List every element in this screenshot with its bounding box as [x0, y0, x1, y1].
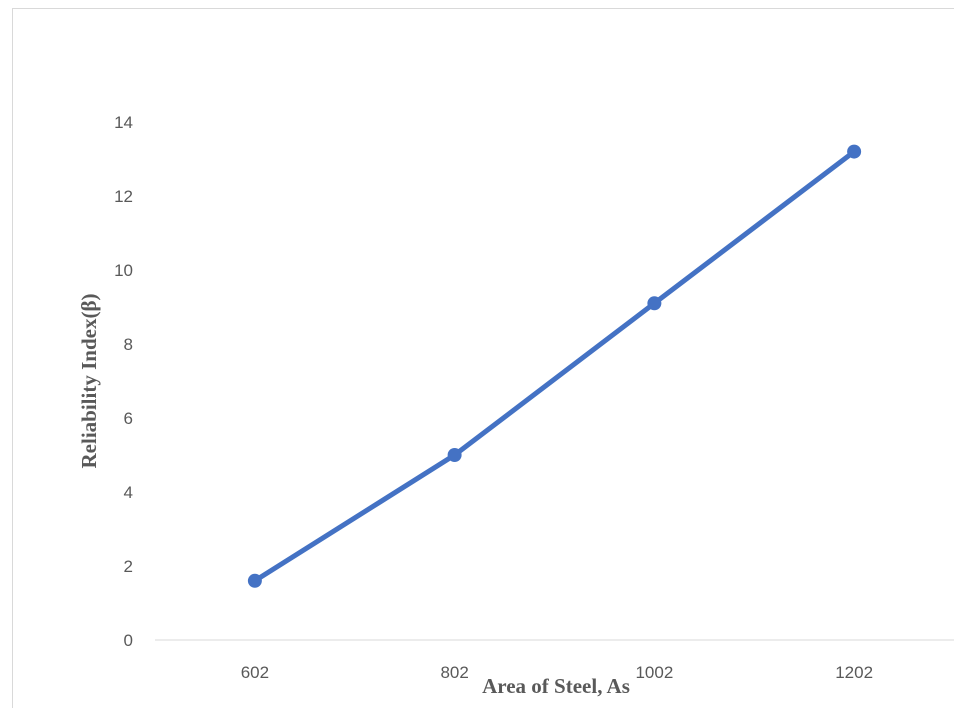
chart-frame — [12, 8, 954, 708]
data-point — [447, 448, 462, 462]
y-tick-label: 6 — [124, 409, 133, 428]
y-tick-label: 4 — [124, 483, 133, 502]
x-tick-label: 602 — [241, 663, 269, 682]
x-axis-ticks: 602 802 1002 1202 — [241, 663, 873, 682]
data-point — [247, 573, 262, 588]
data-point — [847, 144, 862, 159]
y-axis-title: Reliability Index(β) — [77, 294, 101, 469]
y-tick-label: 14 — [114, 113, 133, 132]
x-tick-label: 802 — [440, 663, 468, 682]
y-tick-label: 0 — [124, 631, 133, 650]
x-axis-title: Area of Steel, As — [482, 674, 630, 698]
series-line — [252, 149, 857, 584]
x-tick-label: 1202 — [835, 663, 873, 682]
series-points — [247, 144, 862, 588]
y-tick-label: 2 — [124, 557, 133, 576]
y-axis-ticks: 0 2 4 6 8 10 12 14 — [114, 113, 133, 650]
x-tick-label: 1002 — [635, 663, 673, 682]
y-tick-label: 8 — [124, 335, 133, 354]
data-point — [647, 296, 662, 311]
y-tick-label: 10 — [114, 261, 133, 280]
y-tick-label: 12 — [114, 187, 133, 206]
